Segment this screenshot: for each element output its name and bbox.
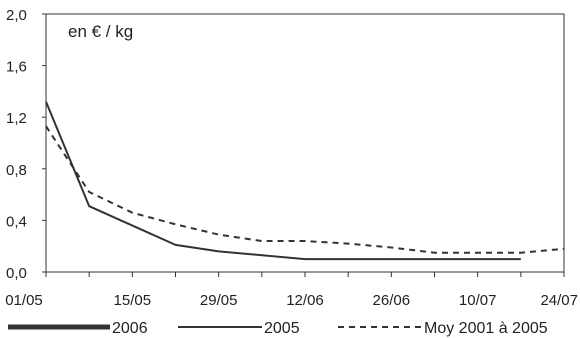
x-tick-label: 01/05 [5,292,43,309]
legend-label-0: 2006 [112,320,148,337]
x-tick-label: 15/05 [114,292,152,309]
x-tick-label: 12/06 [286,292,324,309]
plot-frame [45,13,565,273]
x-axis: 01/05 15/05 29/05 12/06 26/06 10/07 24/07 [5,272,578,309]
legend-label-2: Moy 2001 à 2005 [424,320,548,337]
y-tick-label: 0,8 [6,162,27,179]
y-tick-label: 0,0 [6,265,27,282]
y-tick-label: 1,2 [6,110,27,127]
x-tick-label: 26/06 [373,292,411,309]
y-tick-label: 0,4 [6,213,27,230]
series-group [45,101,565,261]
y-tick-label: 2,0 [6,7,27,24]
y-tick-label: 1,6 [6,59,27,76]
x-tick-label: 29/05 [200,292,238,309]
legend: 2006 2005 Moy 2001 à 2005 [8,320,548,337]
series-line-2 [45,125,565,254]
unit-label: en € / kg [68,22,133,41]
series-line-1 [45,101,521,261]
x-tick-label: 24/07 [540,292,578,309]
legend-label-1: 2005 [264,320,300,337]
y-axis: 0,0 0,4 0,8 1,2 1,6 2,0 [6,7,46,282]
x-tick-label: 10/07 [459,292,497,309]
